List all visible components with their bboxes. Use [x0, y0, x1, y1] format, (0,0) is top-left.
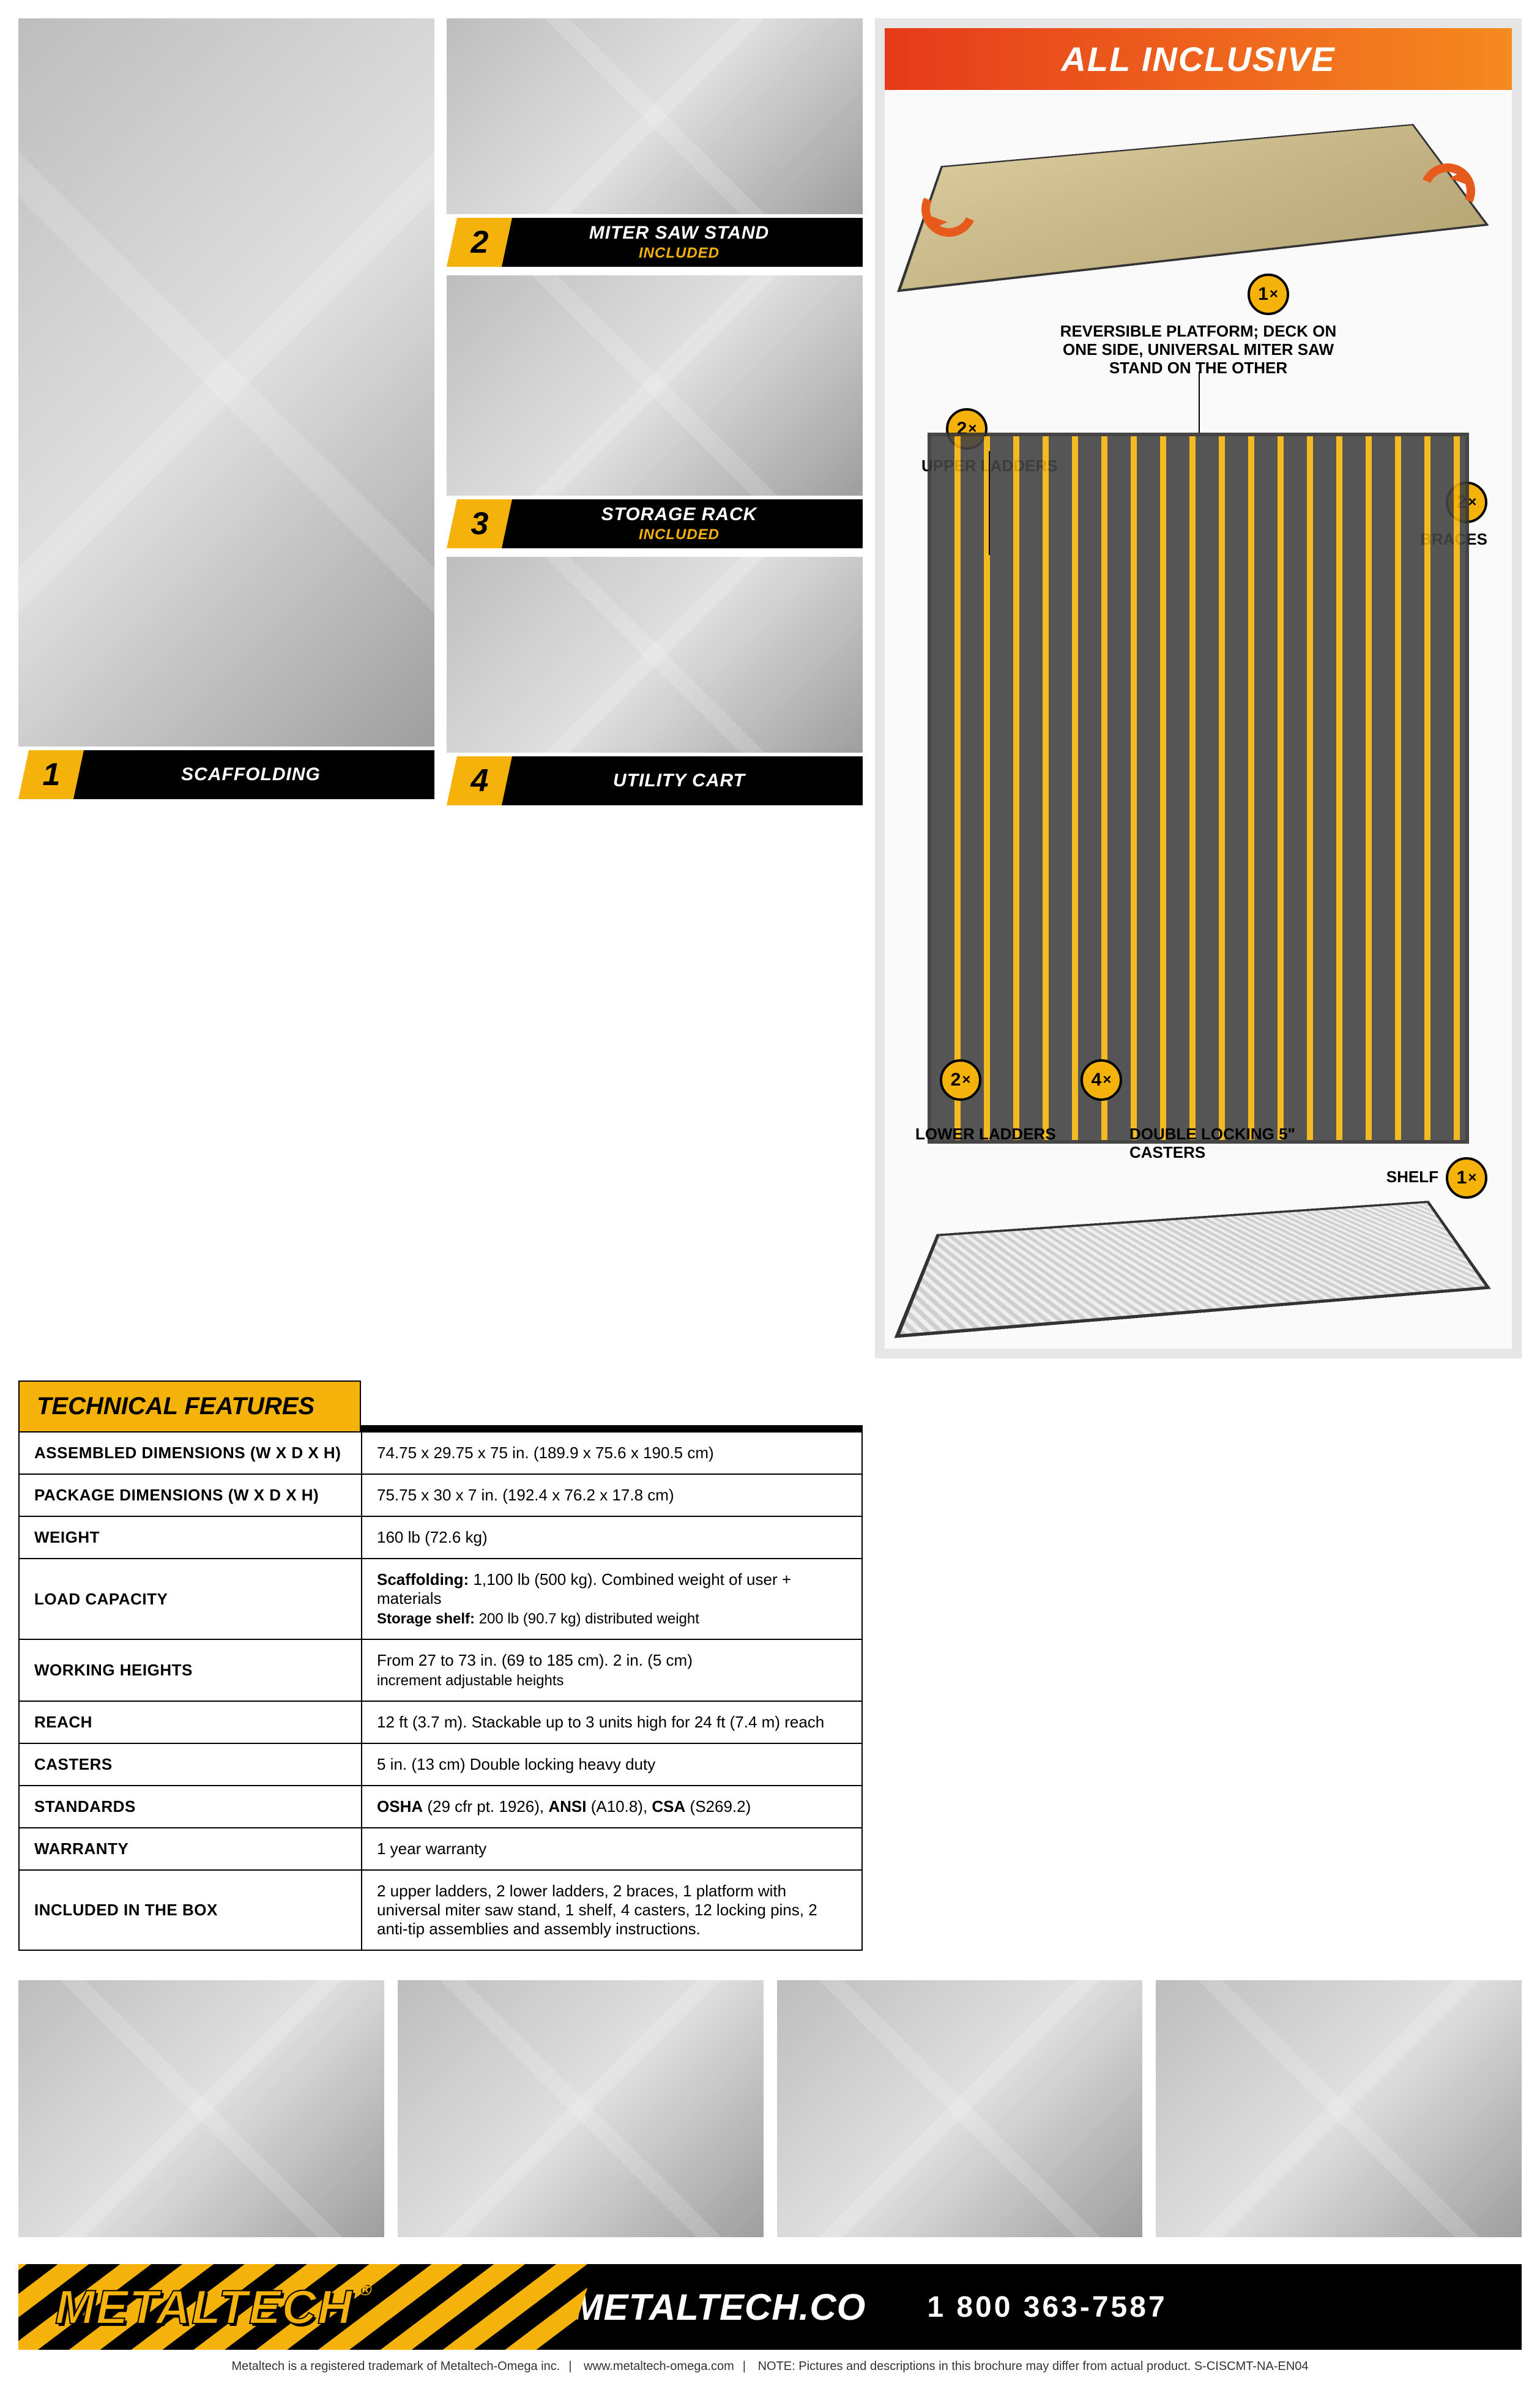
tech-value: 1 year warranty: [362, 1828, 862, 1870]
callout-lower-ladders: LOWER LADDERS: [915, 1125, 1056, 1144]
badge-lower-ladders: 2: [940, 1059, 981, 1101]
badge-casters: 4: [1081, 1059, 1122, 1101]
callout-shelf: SHELF: [1386, 1168, 1438, 1187]
tech-label: WEIGHT: [19, 1516, 362, 1559]
callout-casters: DOUBLE LOCKING 5" CASTERS: [1129, 1125, 1325, 1162]
brand-logo: METALTECH: [55, 2279, 373, 2335]
table-row: WORKING HEIGHTS From 27 to 73 in. (69 to…: [19, 1639, 862, 1701]
tech-value: From 27 to 73 in. (69 to 185 cm). 2 in. …: [362, 1639, 862, 1701]
tech-value: 2 upper ladders, 2 lower ladders, 2 brac…: [362, 1870, 862, 1950]
tech-label: REACH: [19, 1701, 362, 1743]
usage-photo-1: [18, 1980, 384, 2237]
tech-value: Scaffolding: 1,100 lb (500 kg). Combined…: [362, 1559, 862, 1639]
table-row: INCLUDED IN THE BOX 2 upper ladders, 2 l…: [19, 1870, 862, 1950]
caption-4-title: UTILITY CART: [496, 756, 863, 805]
storage-rack-block: 3 STORAGE RACK INCLUDED: [447, 275, 863, 548]
leader-line: [1199, 371, 1200, 433]
caption-2-num: 2: [447, 218, 512, 267]
caption-2-title: MITER SAW STAND INCLUDED: [496, 218, 863, 267]
tech-value: 75.75 x 30 x 7 in. (192.4 x 76.2 x 17.8 …: [362, 1474, 862, 1516]
all-inclusive-panel: ALL INCLUSIVE 1 REVERSIBLE PLATFORM; DEC…: [875, 18, 1522, 1358]
tech-title: TECHNICAL FEATURES: [18, 1380, 361, 1431]
footer-bar: METALTECH WWW.METALTECH.CO 1 800 363-758…: [18, 2264, 1522, 2350]
scaffolding-block: 1 SCAFFOLDING: [18, 18, 434, 1358]
leader-line: [989, 451, 990, 555]
tech-label: PACKAGE DIMENSIONS (W X D X H): [19, 1474, 362, 1516]
table-row: WEIGHT 160 lb (72.6 kg): [19, 1516, 862, 1559]
diagram-platform: [897, 124, 1489, 292]
caption-3-num: 3: [447, 499, 512, 548]
tech-value: 12 ft (3.7 m). Stackable up to 3 units h…: [362, 1701, 862, 1743]
technical-features: TECHNICAL FEATURES ASSEMBLED DIMENSIONS …: [18, 1380, 863, 1951]
badge-shelf: 1: [1446, 1157, 1487, 1199]
usage-photo-3: [777, 1980, 1143, 2237]
caption-3: 3 STORAGE RACK INCLUDED: [447, 499, 863, 548]
diagram-scaffold-frame: [928, 433, 1469, 1144]
all-inclusive-banner: ALL INCLUSIVE: [885, 28, 1512, 90]
table-row: PACKAGE DIMENSIONS (W X D X H) 75.75 x 3…: [19, 1474, 862, 1516]
callout-platform: REVERSIBLE PLATFORM; DECK ON ONE SIDE, U…: [1041, 322, 1355, 378]
tech-value: 74.75 x 29.75 x 75 in. (189.9 x 75.6 x 1…: [362, 1432, 862, 1474]
tech-value: 5 in. (13 cm) Double locking heavy duty: [362, 1743, 862, 1786]
photo-utility-cart: [447, 557, 863, 753]
tech-label: WARRANTY: [19, 1828, 362, 1870]
diagram-shelf: [895, 1201, 1491, 1338]
photo-scaffolding: [18, 18, 434, 747]
center-column: 2 MITER SAW STAND INCLUDED 3 STORAGE RAC…: [447, 18, 863, 1358]
caption-1-title: SCAFFOLDING: [67, 750, 434, 799]
usage-photo-4: [1156, 1980, 1522, 2237]
table-row: LOAD CAPACITY Scaffolding: 1,100 lb (500…: [19, 1559, 862, 1639]
tech-label: WORKING HEIGHTS: [19, 1639, 362, 1701]
tech-value: OSHA (29 cfr pt. 1926), ANSI (A10.8), CS…: [362, 1786, 862, 1828]
caption-4: 4 UTILITY CART: [447, 756, 863, 805]
utility-cart-block: 4 UTILITY CART: [447, 557, 863, 805]
tech-value: 160 lb (72.6 kg): [362, 1516, 862, 1559]
footer-fineprint: Metaltech is a registered trademark of M…: [18, 2360, 1522, 2374]
caption-4-num: 4: [447, 756, 512, 805]
caption-2: 2 MITER SAW STAND INCLUDED: [447, 218, 863, 267]
table-row: CASTERS 5 in. (13 cm) Double locking hea…: [19, 1743, 862, 1786]
caption-1-num: 1: [18, 750, 84, 799]
photo-miter-saw: [447, 18, 863, 214]
tech-label: LOAD CAPACITY: [19, 1559, 362, 1639]
badge-platform: 1: [1248, 274, 1289, 315]
table-row: REACH 12 ft (3.7 m). Stackable up to 3 u…: [19, 1701, 862, 1743]
table-row: WARRANTY 1 year warranty: [19, 1828, 862, 1870]
photo-strip: [18, 1980, 1522, 2237]
table-row: STANDARDS OSHA (29 cfr pt. 1926), ANSI (…: [19, 1786, 862, 1828]
footer-phone: 1 800 363-7587: [927, 2290, 1167, 2324]
photo-storage-rack: [447, 275, 863, 496]
tech-label: ASSEMBLED DIMENSIONS (W X D X H): [19, 1432, 362, 1474]
caption-1: 1 SCAFFOLDING: [18, 750, 434, 799]
tech-label: INCLUDED IN THE BOX: [19, 1870, 362, 1950]
tech-label: CASTERS: [19, 1743, 362, 1786]
usage-photo-2: [398, 1980, 764, 2237]
miter-saw-block: 2 MITER SAW STAND INCLUDED: [447, 18, 863, 267]
tech-table: ASSEMBLED DIMENSIONS (W X D X H) 74.75 x…: [18, 1431, 863, 1951]
tech-label: STANDARDS: [19, 1786, 362, 1828]
exploded-diagram: 1 REVERSIBLE PLATFORM; DECK ON ONE SIDE,…: [885, 90, 1512, 1352]
caption-3-title: STORAGE RACK INCLUDED: [496, 499, 863, 548]
table-row: ASSEMBLED DIMENSIONS (W X D X H) 74.75 x…: [19, 1432, 862, 1474]
